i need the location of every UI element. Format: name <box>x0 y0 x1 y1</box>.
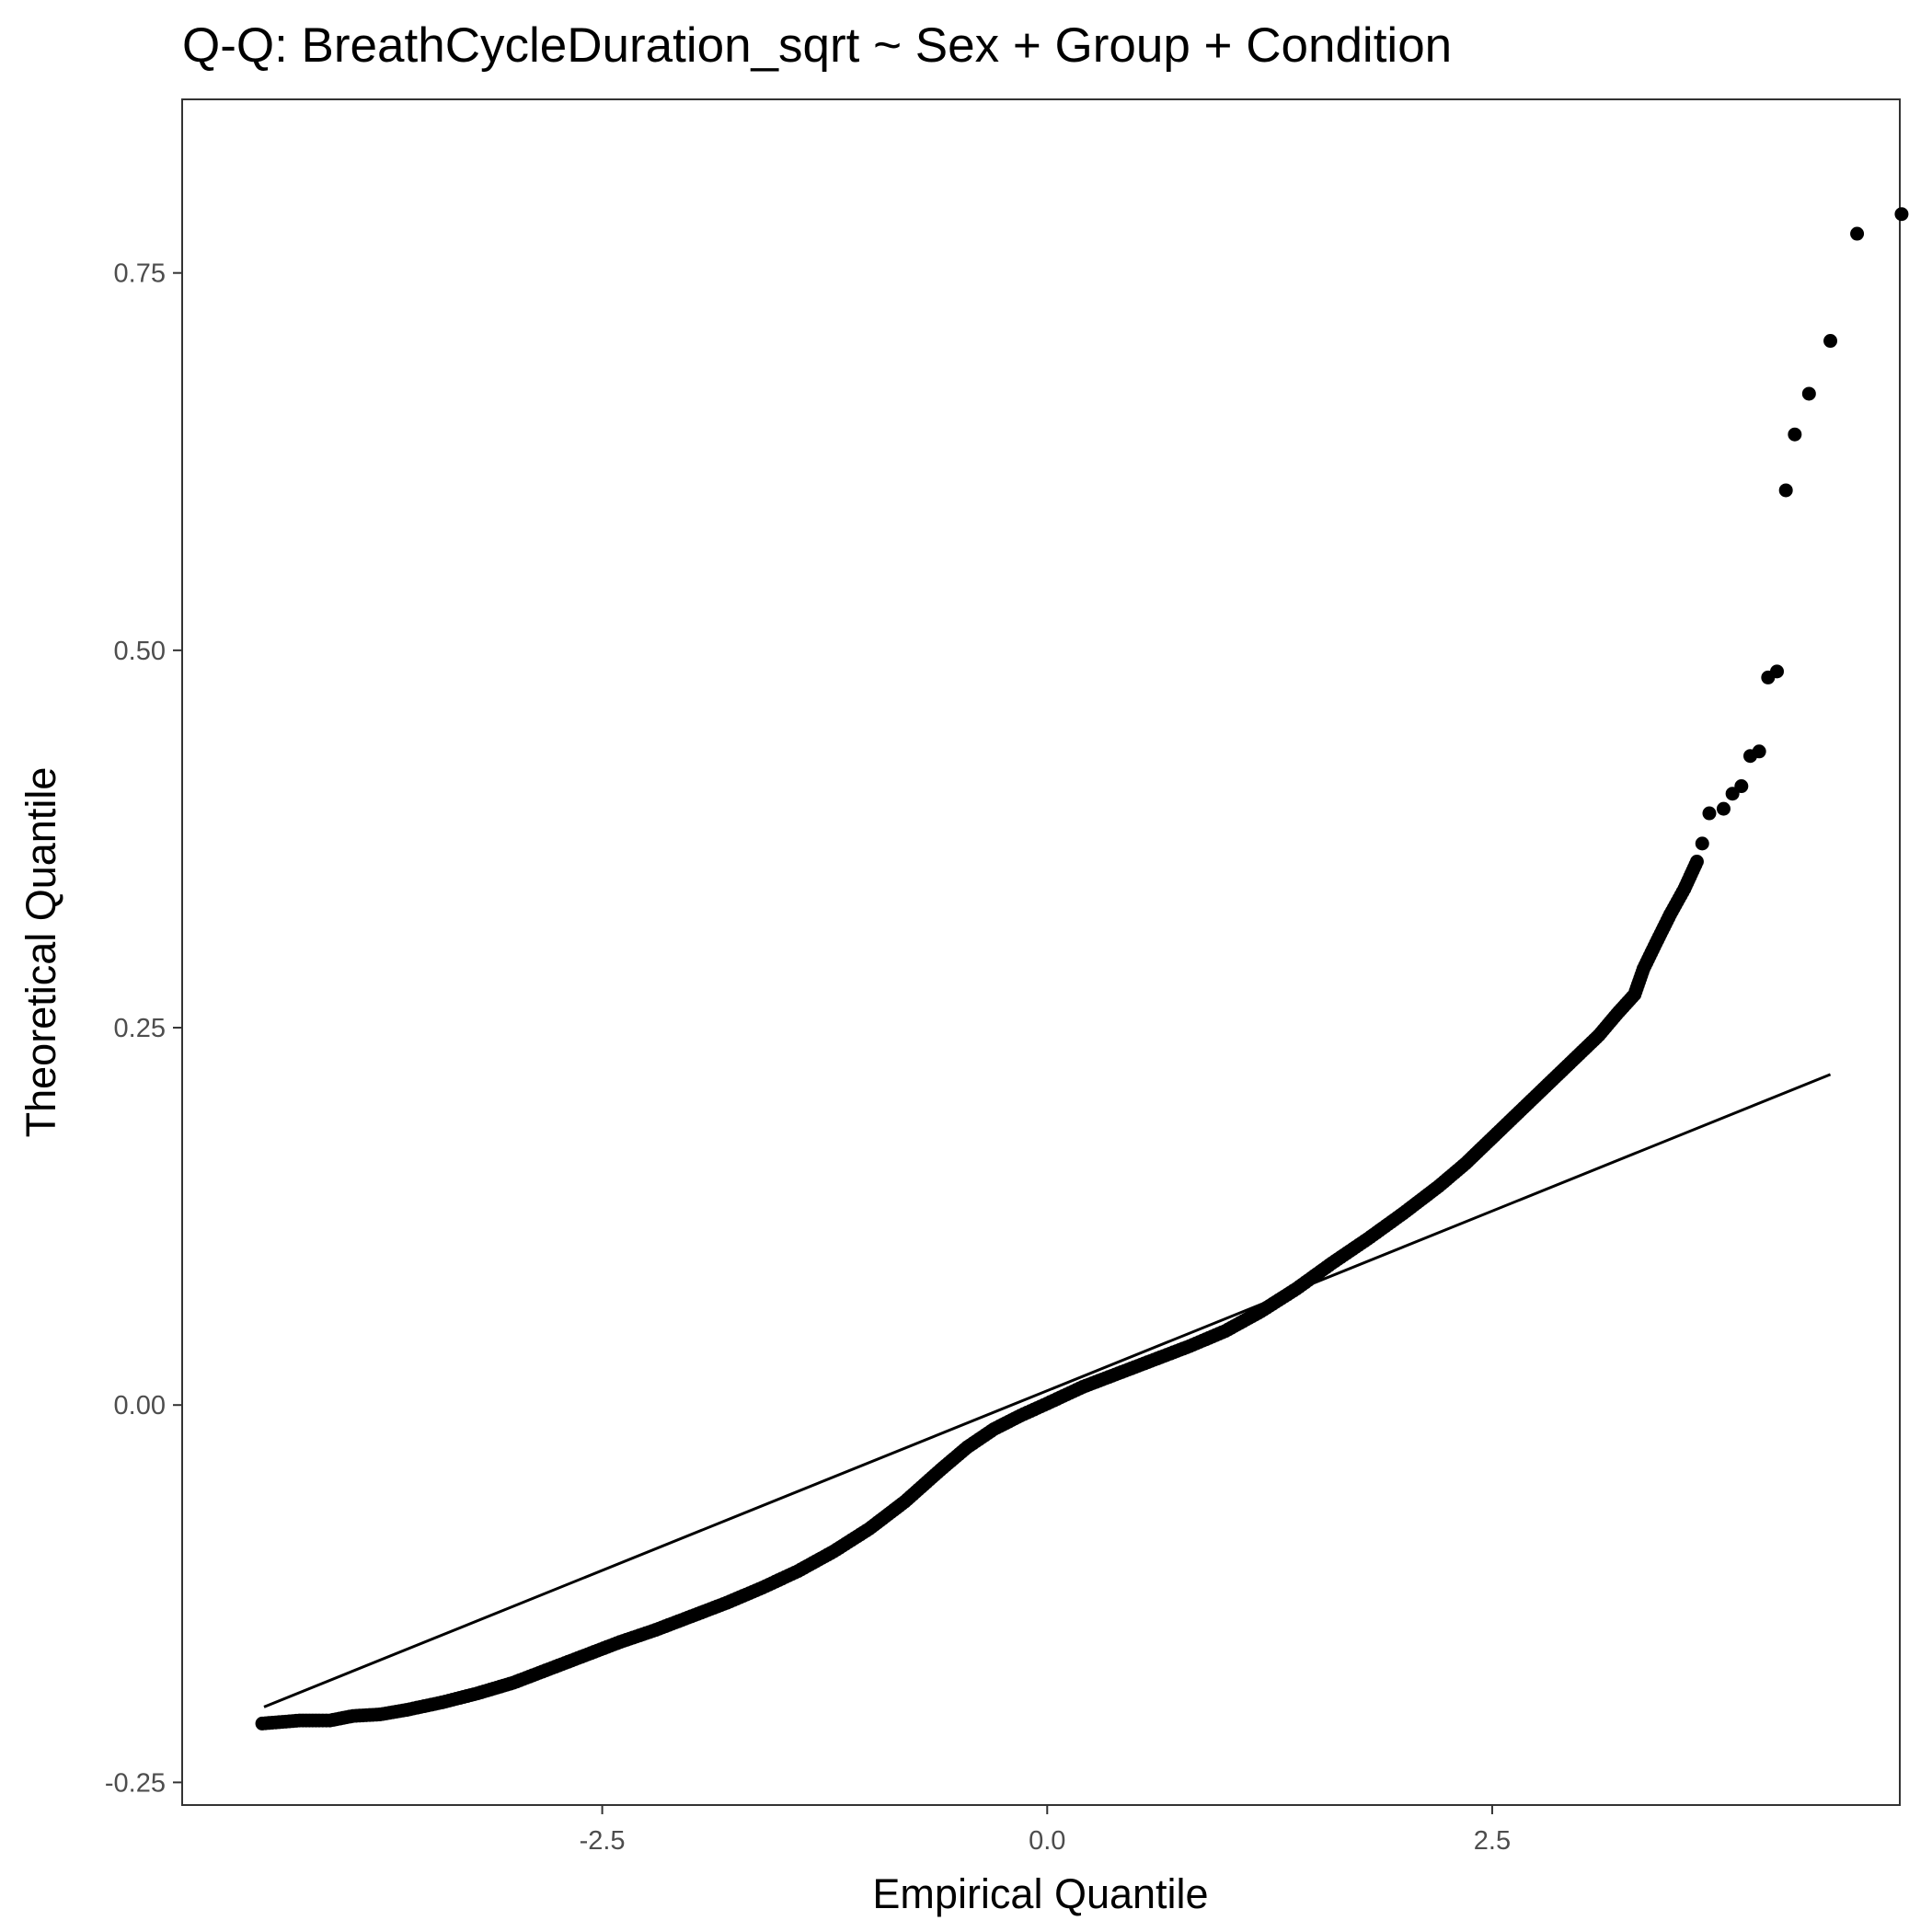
data-point <box>1538 1079 1553 1094</box>
data-point <box>755 1581 770 1595</box>
data-point <box>1396 1206 1410 1221</box>
data-point <box>1111 1366 1126 1381</box>
x-axis-title: Empirical Quantile <box>872 1870 1208 1917</box>
data-point <box>323 1713 338 1728</box>
data-point <box>1850 226 1865 241</box>
data-point <box>1677 881 1692 896</box>
data-point <box>960 1440 974 1455</box>
data-point <box>1253 1304 1268 1318</box>
data-point <box>434 1695 449 1709</box>
data-point <box>470 1686 485 1701</box>
data-point <box>577 1649 592 1663</box>
data-point <box>790 1564 805 1579</box>
data-point <box>373 1708 387 1722</box>
x-tick-label: -2.5 <box>580 1826 626 1856</box>
data-point <box>293 1713 307 1728</box>
data-point <box>1823 334 1838 349</box>
data-point <box>684 1609 698 1624</box>
y-tick-label: 0.50 <box>114 637 166 666</box>
data-point <box>933 1463 948 1478</box>
data-point <box>399 1703 414 1718</box>
data-point <box>1734 779 1749 794</box>
data-point <box>1361 1232 1375 1247</box>
data-point <box>346 1708 361 1723</box>
data-point <box>897 1494 912 1509</box>
data-point <box>649 1623 663 1638</box>
y-axis-title: Theoretical Quantile <box>17 767 64 1138</box>
data-point <box>1146 1352 1161 1367</box>
data-point <box>1788 427 1802 442</box>
data-point <box>1289 1282 1304 1296</box>
chart-title: Q-Q: BreathCycleDuration_sqrt ~ Sex + Gr… <box>182 18 1452 73</box>
data-point <box>1801 386 1816 401</box>
data-point <box>1013 1409 1028 1423</box>
data-point <box>1609 1006 1624 1021</box>
data-point <box>1592 1028 1606 1042</box>
x-axis: -2.5 0.0 2.5 <box>580 1805 1511 1856</box>
data-point <box>1649 936 1663 950</box>
data-point <box>1182 1339 1197 1353</box>
data-point <box>1894 207 1909 222</box>
data-point <box>1778 483 1793 498</box>
data-point <box>255 1716 270 1731</box>
data-point <box>1218 1324 1233 1339</box>
plot-panel <box>181 98 1901 1806</box>
data-point <box>1689 855 1704 869</box>
data-point <box>1627 987 1642 1002</box>
data-point <box>312 1713 327 1728</box>
data-point <box>719 1595 734 1610</box>
data-point <box>613 1635 627 1650</box>
data-point <box>1636 961 1650 976</box>
y-tick-label: 0.25 <box>114 1014 166 1043</box>
data-point <box>1325 1256 1340 1271</box>
reference-line <box>263 1073 1832 1708</box>
data-point <box>1075 1380 1090 1395</box>
y-tick-label: 0.75 <box>114 259 166 289</box>
x-tick-label: 0.0 <box>1029 1826 1065 1856</box>
data-point <box>1458 1156 1473 1171</box>
data-point <box>1752 744 1766 759</box>
data-point <box>862 1522 877 1536</box>
data-point <box>1040 1397 1054 1411</box>
data-point <box>1432 1179 1446 1193</box>
data-point <box>1512 1105 1526 1120</box>
data-point <box>1485 1131 1500 1145</box>
data-point <box>542 1662 557 1676</box>
data-point <box>1716 801 1731 816</box>
data-point <box>1695 836 1709 851</box>
x-tick-label: 2.5 <box>1474 1826 1511 1856</box>
data-point <box>826 1544 841 1558</box>
y-tick-label: 0.00 <box>114 1391 166 1420</box>
y-tick-label: -0.25 <box>105 1768 166 1798</box>
data-point <box>506 1675 521 1690</box>
data-point <box>1770 664 1785 679</box>
data-point <box>1565 1053 1580 1068</box>
y-axis: -0.25 0.00 0.25 0.50 0.75 <box>105 259 182 1798</box>
data-point <box>1702 806 1717 821</box>
data-points <box>255 207 1909 1731</box>
data-point <box>986 1421 1001 1436</box>
data-point <box>1662 907 1677 922</box>
